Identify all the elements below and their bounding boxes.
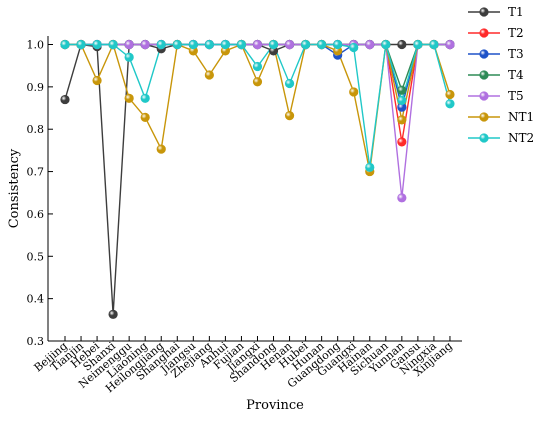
data-point-nt2 — [365, 162, 375, 172]
data-point-t1 — [60, 94, 70, 105]
data-point-nt2 — [140, 93, 150, 103]
data-point-nt1 — [156, 144, 166, 154]
data-point-nt2 — [301, 39, 311, 50]
data-point-nt1 — [92, 75, 102, 86]
y-tick-label: 0.6 — [27, 208, 45, 221]
data-point-t5 — [365, 39, 375, 50]
data-point-nt2 — [333, 39, 343, 50]
data-point-nt2 — [108, 39, 118, 50]
data-point-nt2 — [172, 39, 182, 50]
legend-swatch-marker — [479, 28, 489, 38]
legend-label-t1: T1 — [508, 5, 524, 19]
x-axis-title: Province — [246, 398, 304, 413]
data-point-nt2 — [349, 42, 359, 53]
data-point-nt2 — [92, 39, 102, 50]
data-point-t4 — [397, 85, 407, 95]
legend-label-nt2: NT2 — [508, 131, 534, 145]
legend-label-t4: T4 — [508, 68, 524, 82]
y-tick-label: 0.5 — [27, 250, 45, 263]
data-point-t5 — [284, 39, 295, 50]
data-point-nt1 — [140, 112, 150, 122]
data-point-nt2 — [284, 78, 295, 89]
legend-swatch-marker — [479, 112, 489, 122]
data-point-nt1 — [204, 70, 214, 80]
legend-swatch-marker — [479, 7, 489, 17]
data-point-nt2 — [317, 39, 327, 50]
data-point-nt2 — [397, 95, 407, 106]
y-tick-label: 0.7 — [27, 166, 45, 179]
data-point-nt2 — [445, 99, 455, 109]
data-point-nt2 — [188, 39, 198, 50]
legend-swatch-marker — [479, 133, 489, 143]
data-point-nt1 — [284, 111, 295, 121]
data-point-nt2 — [381, 39, 391, 50]
data-point-nt2 — [156, 39, 166, 50]
y-tick-label: 0.3 — [27, 335, 45, 348]
data-point-nt2 — [60, 39, 70, 50]
y-tick-label: 0.8 — [27, 123, 45, 136]
data-point-nt2 — [413, 39, 423, 50]
data-point-t5 — [397, 193, 407, 203]
data-point-nt1 — [445, 89, 455, 100]
legend-swatch-marker — [479, 70, 489, 80]
data-point-nt2 — [236, 39, 247, 50]
data-point-nt1 — [349, 87, 359, 97]
data-point-nt2 — [268, 39, 279, 50]
legend-swatch-marker — [479, 49, 489, 59]
data-point-nt2 — [204, 39, 214, 50]
plot-area — [60, 39, 455, 319]
data-point-nt2 — [76, 39, 86, 50]
data-point-nt2 — [252, 61, 263, 72]
legend-label-t3: T3 — [508, 47, 524, 61]
y-axis-title: Consistency — [7, 148, 22, 228]
data-point-nt1 — [397, 115, 407, 125]
series-line-t2 — [65, 43, 450, 143]
legend-swatch-marker — [479, 91, 489, 101]
y-tick-label: 0.4 — [27, 293, 45, 306]
y-tick-label: 1.0 — [27, 39, 45, 52]
legend: T1 T2 T3 T4 T5 NT1 NT2 — [468, 5, 534, 145]
legend-label-nt1: NT1 — [508, 110, 534, 124]
legend-label-t5: T5 — [508, 89, 524, 103]
data-point-nt2 — [220, 39, 230, 50]
data-point-t1 — [108, 309, 118, 319]
data-point-t2 — [397, 137, 407, 147]
data-point-t5 — [252, 39, 263, 50]
data-point-nt2 — [429, 39, 439, 50]
data-point-t1 — [397, 39, 407, 50]
data-point-nt1 — [252, 77, 263, 87]
data-point-nt2 — [124, 52, 134, 62]
legend-label-t2: T2 — [508, 26, 524, 40]
data-point-nt1 — [124, 93, 134, 103]
data-point-t5 — [124, 39, 134, 50]
y-tick-label: 0.9 — [27, 81, 45, 94]
data-point-t5 — [445, 39, 455, 50]
data-point-t5 — [140, 39, 150, 50]
